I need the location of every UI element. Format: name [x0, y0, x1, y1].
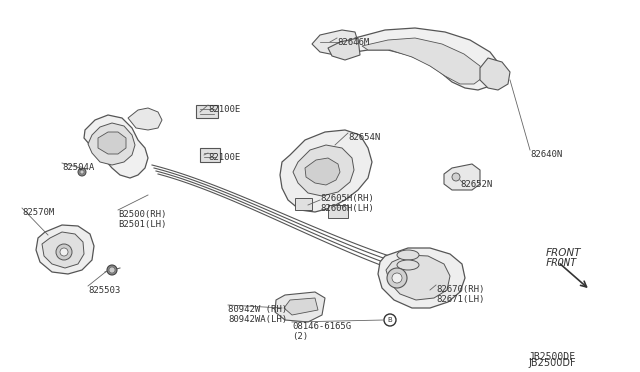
Polygon shape — [293, 145, 354, 196]
Text: 82504A: 82504A — [62, 163, 94, 172]
Text: B2500(RH)
B2501(LH): B2500(RH) B2501(LH) — [118, 210, 166, 230]
Polygon shape — [88, 123, 135, 165]
Polygon shape — [480, 58, 510, 90]
Polygon shape — [196, 105, 218, 118]
Circle shape — [387, 268, 407, 288]
Polygon shape — [386, 255, 450, 300]
Polygon shape — [200, 148, 220, 162]
Polygon shape — [444, 164, 480, 190]
Polygon shape — [328, 205, 348, 218]
Polygon shape — [328, 38, 360, 60]
Polygon shape — [36, 225, 94, 274]
Text: JB2500DF: JB2500DF — [528, 358, 575, 368]
Text: 82570M: 82570M — [22, 208, 54, 217]
Text: 82640N: 82640N — [530, 150, 563, 159]
Text: B: B — [388, 317, 392, 323]
Text: 80942W (RH)
80942WA(LH): 80942W (RH) 80942WA(LH) — [228, 305, 287, 324]
Circle shape — [109, 267, 115, 273]
Polygon shape — [312, 30, 358, 55]
Circle shape — [392, 273, 402, 283]
Polygon shape — [295, 198, 312, 210]
Text: 82605H(RH)
82606H(LH): 82605H(RH) 82606H(LH) — [320, 194, 374, 214]
Polygon shape — [362, 38, 482, 84]
Circle shape — [56, 244, 72, 260]
Circle shape — [78, 168, 86, 176]
Text: 82100E: 82100E — [208, 105, 240, 114]
Polygon shape — [284, 298, 318, 315]
Text: 82654N: 82654N — [348, 133, 380, 142]
Circle shape — [452, 173, 460, 181]
Polygon shape — [84, 115, 148, 178]
Polygon shape — [128, 108, 162, 130]
Text: 82100E: 82100E — [208, 153, 240, 162]
Circle shape — [80, 170, 84, 174]
Text: 82670(RH)
82671(LH): 82670(RH) 82671(LH) — [436, 285, 484, 304]
Text: FRONT: FRONT — [546, 258, 577, 268]
Polygon shape — [275, 292, 325, 322]
Text: 82646M: 82646M — [337, 38, 369, 47]
Text: FRONT: FRONT — [546, 248, 582, 258]
Circle shape — [107, 265, 117, 275]
Polygon shape — [280, 130, 372, 212]
Polygon shape — [98, 132, 126, 154]
Polygon shape — [42, 232, 84, 268]
Text: 82652N: 82652N — [460, 180, 492, 189]
Text: 08146-6165G
(2): 08146-6165G (2) — [292, 322, 351, 341]
Text: JB2500DF: JB2500DF — [528, 352, 575, 362]
Polygon shape — [305, 158, 340, 185]
Polygon shape — [348, 28, 500, 90]
Ellipse shape — [397, 250, 419, 260]
Text: 825503: 825503 — [88, 286, 120, 295]
Circle shape — [384, 314, 396, 326]
Ellipse shape — [397, 260, 419, 270]
Circle shape — [60, 248, 68, 256]
Polygon shape — [378, 248, 465, 308]
